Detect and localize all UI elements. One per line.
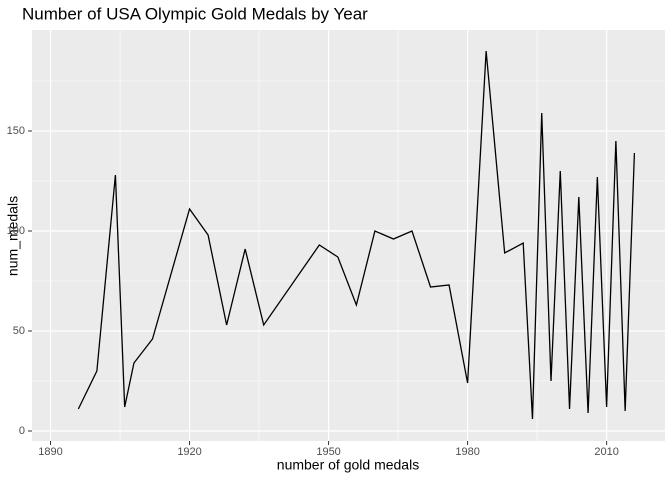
x-tick-label: 1920 [177,446,201,458]
x-axis-label: number of gold medals [277,457,419,473]
x-tick-label: 2010 [594,446,618,458]
x-tick-label: 1950 [316,446,340,458]
y-tick-label: 100 [7,225,25,237]
line [77,50,636,420]
y-tick-label: 50 [13,325,25,337]
y-tick-label: 0 [19,425,25,437]
y-tick-label: 150 [7,125,25,137]
chart-title: Number of USA Olympic Gold Medals by Yea… [22,4,368,23]
x-tick-label: 1890 [38,446,62,458]
x-tick-label: 1980 [455,446,479,458]
panel [32,30,665,441]
y-axis-label: num_medals [5,196,21,276]
